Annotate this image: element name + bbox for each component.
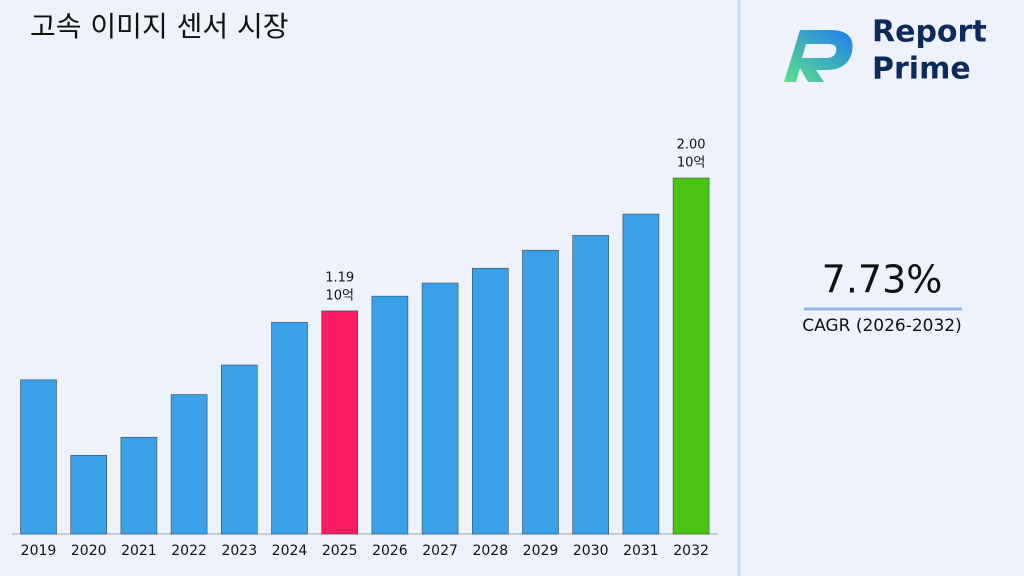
bar <box>522 249 559 535</box>
bar <box>421 282 459 535</box>
bar <box>471 267 509 535</box>
bar <box>271 322 308 535</box>
cagr-value: 7.73% <box>822 258 943 302</box>
x-tick-label: 2021 <box>121 543 157 559</box>
bar <box>170 394 208 535</box>
bar <box>20 379 57 535</box>
x-tick-label: 2032 <box>673 543 709 559</box>
x-tick-label: 2028 <box>472 543 508 559</box>
x-tick-label: 2022 <box>171 543 207 559</box>
x-tick-label: 2029 <box>523 543 559 559</box>
value-label: 2.00 <box>677 138 706 153</box>
bar <box>622 213 660 535</box>
bar <box>70 454 107 535</box>
x-tick-label: 2024 <box>272 543 308 559</box>
unit-label: 10억 <box>325 288 354 303</box>
x-tick-label: 2025 <box>322 543 358 559</box>
x-tick-label: 2023 <box>221 543 257 559</box>
bar <box>221 364 258 535</box>
logo-text: Prime <box>872 52 971 87</box>
x-tick-label: 2026 <box>372 543 408 559</box>
cagr-label: CAGR (2026-2032) <box>802 316 962 336</box>
bar <box>120 436 158 535</box>
x-tick-label: 2027 <box>422 543 458 559</box>
value-label: 1.19 <box>325 270 354 285</box>
logo-text: Report <box>872 15 987 50</box>
logo-mark-cut <box>802 44 837 58</box>
unit-label: 10억 <box>677 156 706 171</box>
x-tick-label: 2020 <box>71 543 107 559</box>
bar <box>321 310 359 535</box>
x-tick-label: 2019 <box>21 543 57 559</box>
bar <box>672 177 710 535</box>
x-tick-label: 2031 <box>623 543 659 559</box>
logo: Report Prime <box>784 15 987 87</box>
bar <box>572 235 610 535</box>
x-tick-label: 2030 <box>573 543 609 559</box>
chart-title: 고속 이미지 센서 시장 <box>30 10 289 43</box>
bar <box>371 295 409 535</box>
